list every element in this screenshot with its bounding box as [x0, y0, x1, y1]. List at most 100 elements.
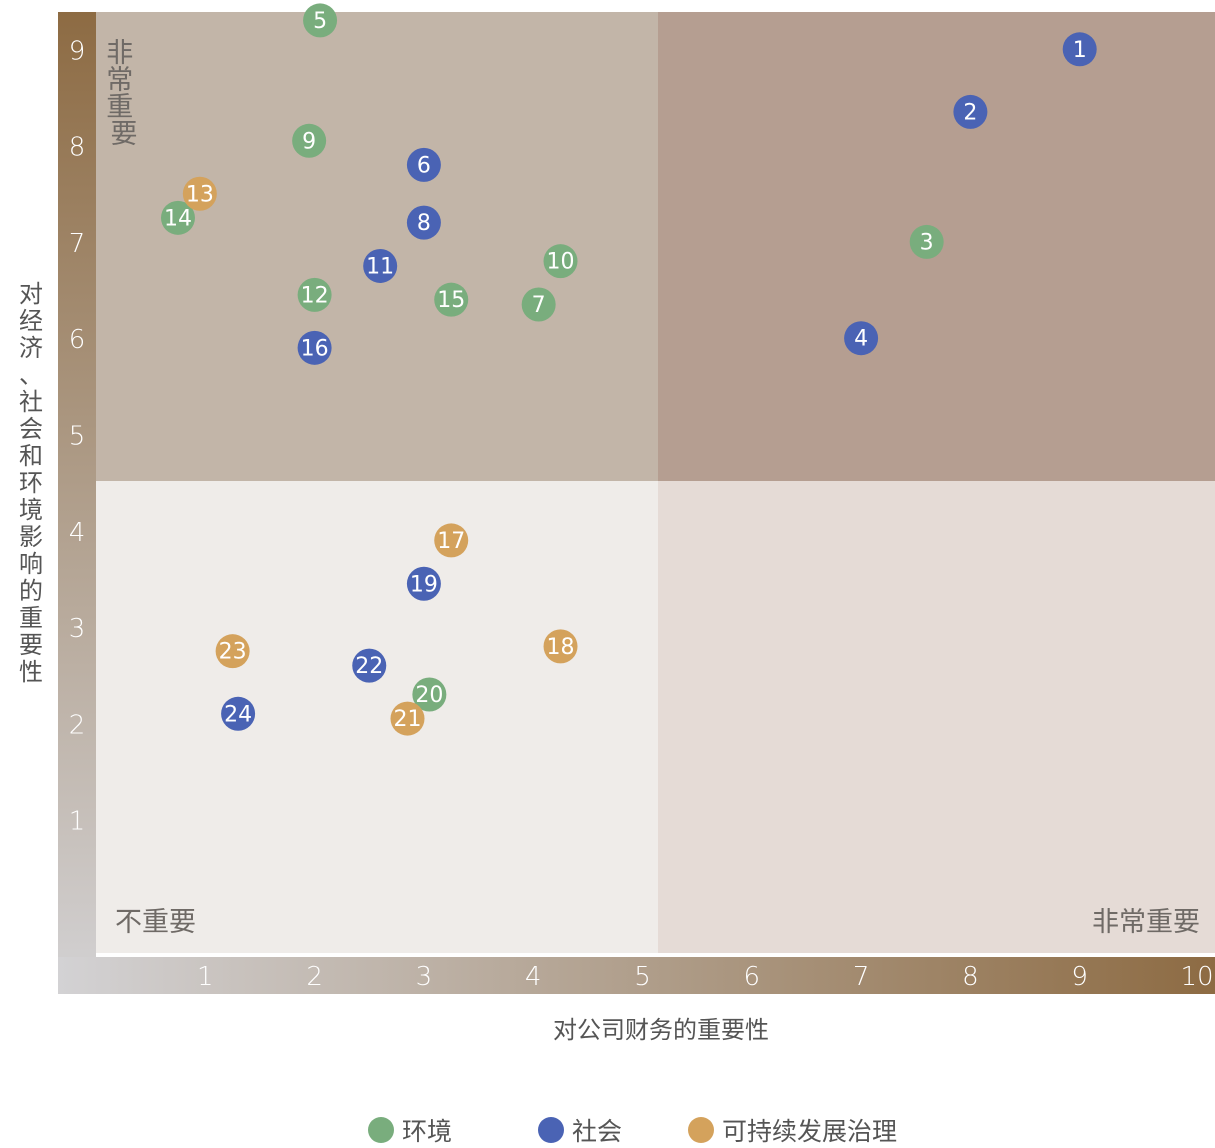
x-tick-label: 2: [306, 962, 323, 992]
annotation-top-left: 非 常 重 要: [106, 38, 142, 150]
y-tick-label: 7: [69, 229, 86, 259]
data-point-marker: [297, 277, 332, 312]
data-point-1: 1: [1062, 32, 1097, 67]
data-point-label: 15: [437, 288, 465, 313]
data-point-label: 3: [920, 230, 934, 255]
data-point-label: 17: [437, 529, 465, 554]
legend-item-social: 社会: [538, 1112, 622, 1148]
data-point-15: 15: [434, 282, 469, 317]
data-point-label: 10: [547, 250, 575, 275]
data-point-label: 6: [417, 153, 431, 178]
legend-swatch-social: [538, 1117, 564, 1143]
data-point-marker: [543, 244, 578, 279]
legend: 环境 社会 可持续发展治理: [0, 1112, 1215, 1146]
data-point-23: 23: [215, 634, 250, 669]
data-point-marker: [412, 677, 447, 712]
data-point-19: 19: [406, 566, 441, 601]
annotation-bottom-right: 非常重要: [1092, 907, 1200, 938]
y-tick-label: 8: [69, 133, 86, 163]
data-point-16: 16: [297, 330, 332, 365]
y-tick-label: 2: [69, 710, 86, 740]
data-point-22: 22: [352, 648, 387, 683]
data-point-13: 13: [182, 176, 217, 211]
data-point-marker: [303, 3, 338, 38]
data-point-label: 2: [963, 100, 977, 125]
x-tick-label: 9: [1071, 962, 1088, 992]
y-tick-label: 1: [69, 807, 86, 837]
data-point-10: 10: [543, 244, 578, 279]
data-point-marker: [406, 566, 441, 601]
y-tick-label: 3: [69, 614, 86, 644]
data-point-12: 12: [297, 277, 332, 312]
x-tick-label: 3: [416, 962, 433, 992]
data-point-marker: [221, 696, 256, 731]
y-axis-bar: [58, 12, 96, 994]
data-point-marker: [844, 321, 879, 356]
x-tick-label: 5: [634, 962, 651, 992]
data-point-marker: [160, 200, 195, 235]
data-point-11: 11: [363, 248, 398, 283]
data-point-4: 4: [844, 321, 879, 356]
data-point-label: 7: [532, 293, 546, 318]
quadrant-bottom-right: [658, 481, 1215, 953]
x-axis-bar: [58, 957, 1215, 994]
data-point-6: 6: [406, 147, 441, 182]
y-tick-label: 9: [69, 36, 86, 66]
data-point-label: 1: [1073, 38, 1087, 63]
data-point-marker: [390, 701, 425, 736]
data-point-5: 5: [303, 3, 338, 38]
data-point-marker: [406, 205, 441, 240]
data-point-9: 9: [292, 123, 327, 158]
data-point-marker: [406, 147, 441, 182]
legend-item-environment: 环境: [368, 1112, 452, 1148]
y-tick-label: 4: [69, 518, 86, 548]
data-point-label: 19: [410, 572, 438, 597]
legend-swatch-governance: [688, 1117, 714, 1143]
x-axis-title: 对公司财务的重要性: [553, 1016, 769, 1044]
data-point-label: 23: [219, 640, 247, 665]
data-point-label: 21: [394, 707, 422, 732]
x-tick-label: 10: [1180, 962, 1213, 992]
data-point-marker: [215, 634, 250, 669]
x-tick-label: 1: [197, 962, 214, 992]
data-point-marker: [434, 523, 469, 558]
data-point-marker: [909, 224, 944, 259]
legend-swatch-environment: [368, 1117, 394, 1143]
data-point-2: 2: [953, 94, 988, 129]
quadrant-bottom-left: [96, 481, 658, 953]
y-axis-title: 对经济、社会和环境影响的重要性: [19, 280, 43, 686]
legend-label-governance: 可持续发展治理: [722, 1117, 898, 1146]
data-point-label: 5: [313, 9, 327, 34]
data-point-7: 7: [521, 287, 556, 322]
y-tick-label: 6: [69, 325, 86, 355]
data-point-label: 20: [415, 683, 443, 708]
data-point-marker: [543, 629, 578, 664]
data-point-21: 21: [390, 701, 425, 736]
data-point-label: 14: [164, 206, 192, 231]
data-point-label: 22: [355, 654, 383, 679]
data-point-label: 13: [186, 182, 214, 207]
data-point-marker: [1062, 32, 1097, 67]
data-point-20: 20: [412, 677, 447, 712]
data-point-14: 14: [160, 200, 195, 235]
data-point-label: 18: [547, 635, 575, 660]
data-point-marker: [297, 330, 332, 365]
data-point-label: 12: [301, 283, 329, 308]
data-point-marker: [292, 123, 327, 158]
data-point-marker: [521, 287, 556, 322]
data-point-label: 9: [302, 129, 316, 154]
data-point-24: 24: [221, 696, 256, 731]
x-tick-label: 7: [853, 962, 870, 992]
annotation-bottom-left: 不重要: [115, 907, 196, 938]
data-point-label: 24: [224, 702, 252, 727]
data-point-label: 16: [301, 336, 329, 361]
x-tick-label: 6: [744, 962, 761, 992]
data-point-17: 17: [434, 523, 469, 558]
data-point-label: 11: [366, 254, 394, 279]
data-point-marker: [434, 282, 469, 317]
y-tick-label: 5: [69, 422, 86, 452]
legend-label-environment: 环境: [402, 1117, 453, 1146]
data-point-marker: [352, 648, 387, 683]
data-point-8: 8: [406, 205, 441, 240]
